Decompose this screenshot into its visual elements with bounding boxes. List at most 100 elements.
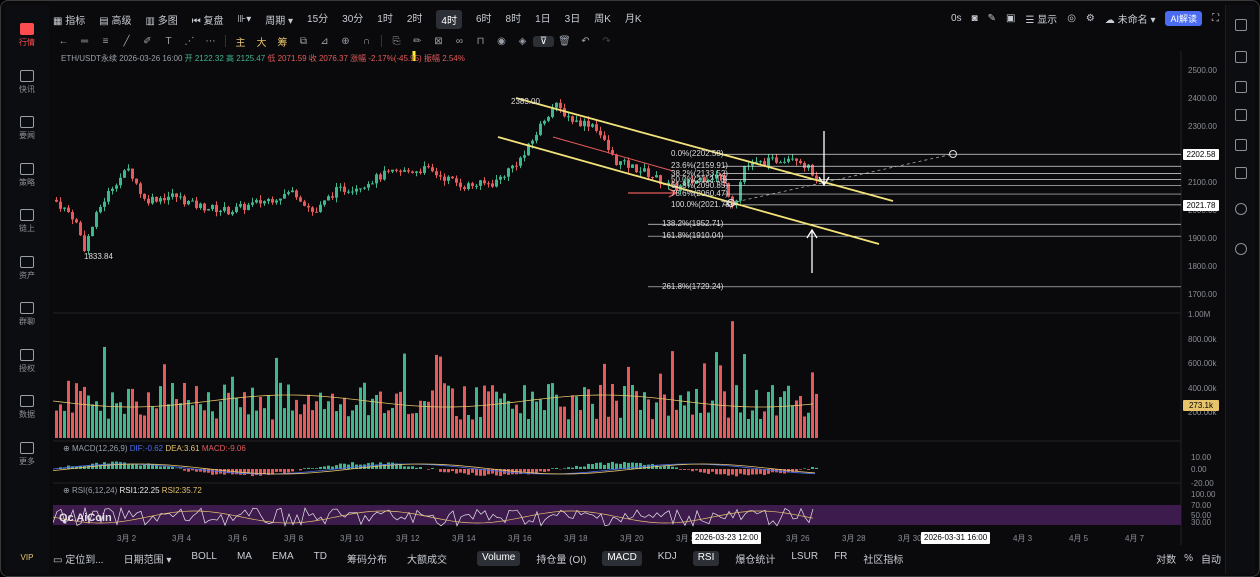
panel-icon[interactable] bbox=[1235, 19, 1247, 31]
template-dropdown[interactable]: ☁ 未命名 ▾ bbox=[1104, 15, 1156, 26]
interval-tab[interactable]: 30分 bbox=[342, 13, 364, 25]
chart-link-icon[interactable] bbox=[1235, 243, 1247, 255]
hline-icon[interactable]: ═ bbox=[80, 35, 89, 47]
axis-option[interactable]: 对数 bbox=[1156, 554, 1177, 566]
sidebar-item-6[interactable]: 群聊 bbox=[5, 302, 49, 327]
macd-bar bbox=[739, 469, 742, 474]
date-range-dropdown[interactable]: 日期范围 ▾ bbox=[123, 554, 172, 566]
ai-button[interactable]: AI解读 bbox=[1165, 11, 1202, 26]
lines-icon[interactable]: ≡ bbox=[102, 35, 109, 47]
replay-button[interactable]: ⏮ 复盘 bbox=[191, 15, 224, 27]
redo-icon[interactable]: ↷ bbox=[602, 35, 611, 47]
chips-button[interactable]: 筹 bbox=[277, 37, 288, 49]
candle-body bbox=[695, 180, 698, 184]
calc-icon[interactable] bbox=[1235, 109, 1247, 121]
indicator-tab[interactable]: Volume bbox=[476, 550, 521, 566]
sidebar-item-2[interactable]: 要闻 bbox=[5, 116, 49, 141]
arrow-left-icon[interactable]: ← bbox=[58, 35, 69, 47]
candle-body bbox=[515, 165, 518, 167]
lock-icon[interactable]: ⊓ bbox=[476, 35, 485, 47]
display-button[interactable]: ☰ 显示 bbox=[1025, 15, 1058, 26]
interval-tab[interactable]: 1时 bbox=[377, 13, 393, 25]
alert-icon[interactable] bbox=[1235, 139, 1247, 151]
camera-icon[interactable]: ◙ bbox=[971, 13, 978, 24]
interval-tab[interactable]: 15分 bbox=[307, 13, 329, 25]
pattern-icon[interactable]: ⋰ bbox=[184, 35, 195, 47]
indicator-tab[interactable]: 爆仓统计 bbox=[735, 554, 776, 566]
interval-tab[interactable]: 6时 bbox=[475, 13, 492, 25]
sidebar-item-5[interactable]: 资产 bbox=[5, 255, 49, 281]
pen-icon[interactable]: ✏ bbox=[413, 35, 422, 47]
main-force-button[interactable]: 主 bbox=[235, 37, 246, 49]
interval-tab[interactable]: 1日 bbox=[535, 13, 551, 25]
indicators-button[interactable]: ▦ 指标 bbox=[53, 15, 86, 27]
layout-icon[interactable]: ▣ bbox=[1005, 13, 1016, 24]
sidebar-item-4[interactable]: 链上 bbox=[5, 209, 49, 234]
indicator-tab[interactable]: KDJ bbox=[657, 550, 677, 562]
overlay-tab[interactable]: EMA bbox=[271, 550, 294, 562]
layers-icon[interactable]: ◈ bbox=[518, 35, 527, 47]
indicator-tab[interactable]: 社区指标 bbox=[863, 554, 904, 566]
interval-tab[interactable]: 周K bbox=[594, 13, 611, 25]
measure-icon[interactable]: ⊠ bbox=[434, 35, 443, 47]
edit-icon[interactable]: ✎ bbox=[987, 13, 996, 24]
overlay-tab[interactable]: TD bbox=[313, 550, 327, 562]
sidebar-item-7[interactable]: 授权 bbox=[5, 348, 49, 374]
volume-bar bbox=[119, 402, 122, 438]
overlay-tab[interactable]: BOLL bbox=[191, 550, 217, 562]
indicator-tab[interactable]: FR bbox=[834, 550, 848, 562]
period-dropdown[interactable]: 周期 ▾ bbox=[265, 15, 294, 27]
overlay-tab[interactable]: MA bbox=[236, 550, 252, 562]
indicator-tab[interactable]: RSI bbox=[692, 550, 720, 566]
volume-bar bbox=[767, 391, 770, 438]
text-tool-icon[interactable]: T bbox=[165, 35, 172, 47]
advanced-button[interactable]: ▤ 高级 bbox=[99, 15, 132, 27]
filter-icon[interactable]: ⊽ bbox=[533, 35, 554, 47]
magnet-icon[interactable]: ∩ bbox=[362, 35, 371, 47]
macd-dif: DIF:-0.62 bbox=[129, 444, 164, 453]
interval-tab[interactable]: 3日 bbox=[564, 13, 581, 25]
macd-bar bbox=[351, 462, 354, 469]
indicator-tab[interactable]: 持仓量 (OI) bbox=[536, 554, 587, 566]
overlay-tab[interactable]: 大额成交 bbox=[406, 554, 447, 566]
interval-tab[interactable]: 月K bbox=[624, 13, 642, 25]
big-order-button[interactable]: 大 bbox=[256, 37, 267, 49]
trash-icon[interactable]: 🗑 bbox=[558, 35, 571, 47]
link-icon[interactable]: ∞ bbox=[455, 35, 464, 47]
interval-tab[interactable]: 8时 bbox=[505, 13, 522, 25]
axis-option[interactable]: 自动 bbox=[1201, 554, 1221, 566]
sidebar-item-3[interactable]: 策略 bbox=[5, 162, 49, 188]
sidebar-item-10[interactable]: VIP bbox=[5, 553, 49, 562]
indicator-tab[interactable]: LSUR bbox=[791, 550, 819, 562]
locate-button[interactable]: ▭ 定位到... bbox=[53, 554, 104, 566]
list-icon[interactable] bbox=[1235, 51, 1247, 63]
axis-option[interactable]: % bbox=[1184, 552, 1193, 564]
copy-icon[interactable]: ⎘ bbox=[392, 35, 401, 47]
zoom-icon[interactable]: ⊕ bbox=[341, 35, 350, 47]
more-icon[interactable]: ⋯ bbox=[205, 35, 216, 47]
box-icon[interactable]: ⧉ bbox=[299, 35, 308, 47]
trend-line-icon[interactable]: ╱ bbox=[123, 35, 130, 47]
multichart-button[interactable]: ▥ 多图 bbox=[145, 15, 178, 27]
sidebar-item-0[interactable]: 行情 bbox=[5, 23, 49, 48]
interval-tab[interactable]: 4时 bbox=[436, 9, 462, 29]
indicator-tab[interactable]: MACD bbox=[602, 550, 642, 566]
eye-icon[interactable]: ◉ bbox=[497, 35, 506, 47]
overlay-tab[interactable]: 筹码分布 bbox=[346, 554, 387, 566]
sidebar-item-1[interactable]: 快讯 bbox=[5, 69, 49, 95]
sidebar-item-9[interactable]: 更多 bbox=[5, 441, 49, 467]
settings-icon[interactable] bbox=[1235, 167, 1247, 179]
kline-chart[interactable] bbox=[53, 51, 1223, 545]
chart-type-icon[interactable]: ⊪▾ bbox=[237, 13, 252, 25]
volume-bar bbox=[735, 385, 738, 438]
undo-icon[interactable]: ↶ bbox=[581, 35, 590, 47]
ruler-icon[interactable]: ⊿ bbox=[320, 35, 329, 47]
gear-icon[interactable]: ⚙ bbox=[1085, 13, 1095, 24]
order-icon[interactable] bbox=[1235, 81, 1247, 93]
interval-tab[interactable]: 2时 bbox=[406, 13, 423, 25]
fullscreen-icon[interactable]: ⛶ bbox=[1212, 13, 1219, 24]
gamepad-icon[interactable] bbox=[1235, 203, 1247, 215]
brush-icon[interactable]: ✐ bbox=[143, 35, 152, 47]
sidebar-item-8[interactable]: 数据 bbox=[5, 395, 49, 420]
target-icon[interactable]: ◎ bbox=[1067, 13, 1076, 24]
